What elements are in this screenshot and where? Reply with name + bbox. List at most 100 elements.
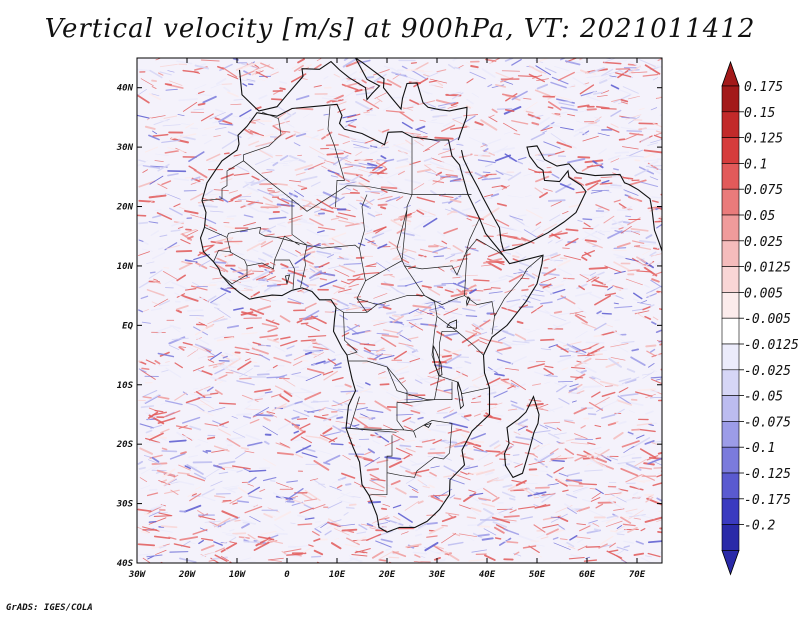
field-streak xyxy=(569,535,578,541)
field-streak xyxy=(507,195,524,198)
field-streak xyxy=(520,516,533,520)
field-streak xyxy=(279,155,289,161)
field-streak xyxy=(412,304,432,309)
field-streak xyxy=(286,553,303,556)
field-streak xyxy=(430,106,446,111)
field-streak xyxy=(248,200,260,207)
field-streak xyxy=(428,366,443,374)
field-streak xyxy=(495,170,504,176)
field-streak xyxy=(658,168,662,172)
field-streak xyxy=(651,250,662,258)
field-streak xyxy=(435,453,448,458)
field-streak xyxy=(306,228,320,236)
field-streak xyxy=(348,503,357,507)
field-streak xyxy=(366,523,374,527)
field-streak xyxy=(288,418,299,425)
field-streak xyxy=(466,78,474,84)
field-streak xyxy=(348,445,362,449)
field-streak xyxy=(375,347,385,353)
field-streak xyxy=(376,332,390,335)
field-streak xyxy=(202,284,217,287)
field-streak xyxy=(405,470,422,478)
field-streak xyxy=(335,420,351,425)
field-streak xyxy=(541,493,556,496)
field-streak xyxy=(301,199,313,203)
field-streak xyxy=(582,218,593,221)
field-streak xyxy=(186,474,206,482)
field-streak xyxy=(482,171,491,174)
field-streak xyxy=(337,559,347,563)
field-streak xyxy=(334,528,350,536)
field-streak xyxy=(270,161,288,165)
colorbar-label: -0.025 xyxy=(744,364,791,379)
field-streak xyxy=(345,306,363,311)
field-streak xyxy=(451,92,464,100)
field-streak xyxy=(179,133,197,138)
field-streak xyxy=(280,336,291,340)
field-streak xyxy=(647,457,662,465)
field-streak xyxy=(413,313,425,317)
field-streak xyxy=(610,123,619,128)
field-streak xyxy=(317,128,324,132)
field-streak xyxy=(142,557,152,563)
field-streak xyxy=(435,559,446,563)
field-streak xyxy=(403,248,417,253)
field-streak xyxy=(451,306,463,310)
field-streak xyxy=(582,130,590,136)
field-streak xyxy=(468,489,477,493)
field-streak xyxy=(656,223,662,229)
field-streak xyxy=(378,129,384,134)
field-streak xyxy=(333,246,342,250)
field-streak xyxy=(600,535,614,545)
field-streak xyxy=(229,519,235,521)
field-streak xyxy=(354,548,371,554)
field-streak xyxy=(510,356,527,365)
field-streak xyxy=(494,188,503,193)
field-streak xyxy=(614,305,633,309)
field-streak xyxy=(414,379,423,384)
field-streak xyxy=(224,286,233,290)
field-streak xyxy=(553,113,560,115)
field-streak xyxy=(414,554,421,558)
field-streak xyxy=(342,114,357,119)
field-streak xyxy=(436,81,444,87)
field-streak xyxy=(465,330,478,336)
field-streak xyxy=(215,77,227,85)
field-streak xyxy=(642,73,659,77)
field-streak xyxy=(175,425,192,430)
field-streak xyxy=(469,288,477,294)
field-streak xyxy=(392,504,402,509)
field-streak xyxy=(502,463,511,467)
field-streak xyxy=(176,274,187,282)
field-streak xyxy=(491,496,500,503)
field-streak xyxy=(449,126,468,130)
field-streak xyxy=(540,338,555,341)
field-streak xyxy=(610,343,629,348)
field-streak xyxy=(569,383,579,388)
field-streak xyxy=(244,404,252,410)
field-streak xyxy=(593,334,603,338)
field-streak xyxy=(231,415,238,419)
field-streak xyxy=(563,419,574,422)
field-streak xyxy=(400,312,410,316)
field-streak xyxy=(637,302,652,306)
field-streak xyxy=(553,432,567,436)
field-streak xyxy=(544,258,551,261)
field-streak xyxy=(157,352,175,358)
field-streak xyxy=(137,508,152,513)
field-streak xyxy=(471,497,479,502)
field-streak xyxy=(515,251,522,256)
field-streak xyxy=(598,230,611,233)
field-streak xyxy=(468,470,484,476)
field-streak xyxy=(154,409,164,413)
field-streak xyxy=(226,438,241,448)
field-streak xyxy=(233,154,242,157)
field-streak xyxy=(162,270,178,280)
field-streak xyxy=(650,390,659,393)
field-streak xyxy=(238,70,255,78)
field-streak xyxy=(563,84,576,91)
field-streak xyxy=(577,545,588,551)
field-streak xyxy=(361,551,368,554)
field-streak xyxy=(312,346,330,351)
field-streak xyxy=(254,157,271,166)
